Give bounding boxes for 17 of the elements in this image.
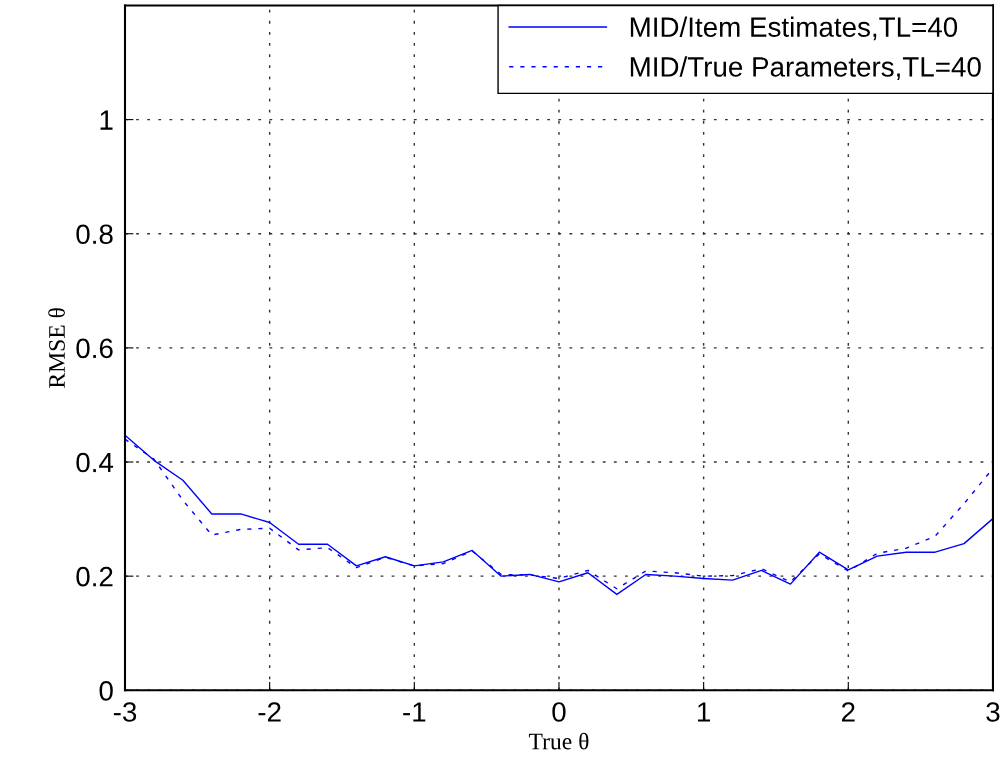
y-tick-label: 1 (100, 110, 113, 130)
y-tick-label: 0.6 (76, 338, 113, 359)
y-tick-label: 0.8 (76, 224, 113, 245)
y-tick-label: 0.2 (76, 566, 113, 587)
y-axis-title: RMSE θ (48, 308, 65, 388)
legend-label: MID/Item Estimates,TL=40 (630, 16, 958, 41)
x-axis-title: True θ (528, 732, 589, 750)
x-tick-label: 2 (841, 702, 855, 722)
x-tick-label: 1 (698, 702, 711, 722)
y-tick-label: 0.4 (76, 452, 114, 473)
y-tick-label: 0 (99, 680, 113, 701)
legend-label: MID/True Parameters,TL=40 (630, 56, 981, 81)
x-tick-label: -2 (258, 702, 281, 722)
x-tick-label: 3 (986, 702, 1000, 722)
x-tick-label: -1 (403, 702, 426, 722)
x-tick-label: -3 (113, 702, 137, 722)
x-tick-label: 0 (552, 702, 566, 722)
